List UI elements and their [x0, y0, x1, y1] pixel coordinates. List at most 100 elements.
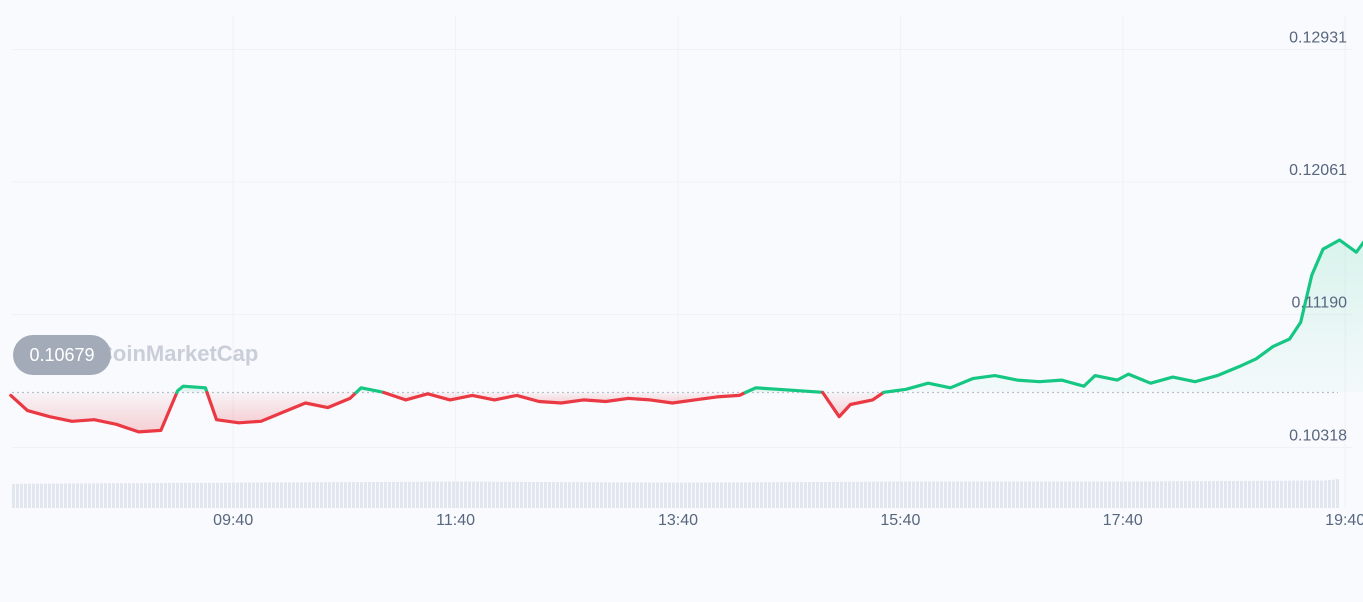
volume-bar: [824, 482, 827, 508]
volume-bar: [580, 482, 583, 508]
volume-bar: [972, 482, 975, 508]
volume-bar: [608, 482, 611, 508]
volume-bar: [612, 482, 615, 508]
volume-bar: [964, 482, 967, 508]
volume-bar: [1180, 481, 1183, 508]
volume-bar: [12, 484, 15, 508]
volume-bar: [688, 483, 691, 508]
volume-bar: [476, 482, 479, 508]
volume-bar: [168, 483, 171, 508]
volume-bar: [1056, 482, 1059, 508]
volume-bar: [1084, 482, 1087, 508]
volume-bar: [796, 482, 799, 508]
volume-bar: [368, 482, 371, 508]
volume-bar: [1332, 480, 1335, 508]
volume-bar: [1048, 482, 1051, 508]
volume-bar: [348, 482, 351, 508]
volume-bar: [1024, 482, 1027, 508]
volume-bar: [640, 483, 643, 508]
volume-bar: [1016, 482, 1019, 508]
volume-bar: [1040, 482, 1043, 508]
volume-bar: [1320, 481, 1323, 508]
volume-bar: [232, 483, 235, 508]
volume-bar: [892, 482, 895, 508]
x-tick-label-0: 09:40: [213, 512, 253, 529]
volume-bar: [1240, 481, 1243, 508]
volume-bar: [636, 482, 639, 508]
volume-bar: [40, 484, 43, 508]
volume-bar: [1088, 482, 1091, 508]
volume-bar: [724, 482, 727, 508]
volume-bar: [852, 482, 855, 508]
volume-bar: [1160, 481, 1163, 508]
volume-bar: [244, 483, 247, 508]
volume-bar: [124, 483, 127, 508]
volume-bar: [616, 482, 619, 508]
y-tick-label-0: 0.12931: [1289, 30, 1347, 47]
volume-bar: [444, 482, 447, 508]
volume-bar: [908, 482, 911, 508]
volume-bar: [128, 483, 131, 508]
volume-bar: [28, 484, 31, 508]
volume-bar: [264, 483, 267, 508]
volume-bar: [1324, 480, 1327, 508]
volume-bar: [756, 482, 759, 508]
y-tick-label-2: 0.11190: [1292, 295, 1348, 312]
volume-bar: [108, 483, 111, 508]
volume-bar: [64, 484, 67, 508]
volume-bar: [460, 482, 463, 508]
volume-bar: [1008, 482, 1011, 508]
volume-bar: [1052, 482, 1055, 508]
volume-bar: [1108, 482, 1111, 508]
volume-bar: [248, 483, 251, 508]
volume-bar: [1284, 481, 1287, 508]
volume-bar: [620, 482, 623, 508]
volume-bar: [184, 483, 187, 508]
volume-bar: [1120, 482, 1123, 508]
x-tick-label-2: 13:40: [658, 512, 698, 529]
volume-bar: [680, 483, 683, 508]
volume-bar: [472, 482, 475, 508]
volume-bar: [300, 482, 303, 508]
volume-bar: [952, 482, 955, 508]
volume-bar: [376, 482, 379, 508]
volume-bar: [900, 482, 903, 508]
volume-bar: [436, 482, 439, 508]
volume-bar: [428, 482, 431, 508]
volume-bar: [1276, 481, 1279, 508]
volume-bar: [448, 482, 451, 508]
volume-bar: [744, 482, 747, 508]
volume-bar: [356, 482, 359, 508]
volume-bar: [1136, 482, 1139, 508]
volume-bar: [452, 482, 455, 508]
volume-bar: [336, 482, 339, 508]
volume-bar: [720, 482, 723, 508]
volume-bar: [644, 483, 647, 508]
volume-bar: [160, 483, 163, 508]
volume-bar: [536, 482, 539, 508]
volume-bar: [1256, 481, 1259, 508]
volume-bar: [760, 482, 763, 508]
volume-bar: [528, 482, 531, 508]
volume-bar: [432, 482, 435, 508]
volume-bar: [1060, 482, 1063, 508]
volume-bar: [272, 483, 275, 508]
volume-bar: [944, 482, 947, 508]
x-tick-label-1: 11:40: [436, 512, 475, 529]
volume-bar: [1316, 481, 1319, 508]
volume-bar: [332, 482, 335, 508]
volume-bar: [1328, 480, 1331, 508]
volume-bar: [1208, 481, 1211, 508]
volume-bar: [1000, 482, 1003, 508]
volume-bar: [784, 482, 787, 508]
volume-bar: [700, 483, 703, 508]
volume-bar: [1304, 481, 1307, 508]
volume-bar: [880, 482, 883, 508]
volume-bar: [1296, 481, 1299, 508]
volume-bar: [872, 482, 875, 508]
volume-bar: [280, 482, 283, 508]
volume-bar: [984, 482, 987, 508]
volume-bar: [260, 483, 263, 508]
volume-bar: [924, 482, 927, 508]
volume-bar: [676, 483, 679, 508]
